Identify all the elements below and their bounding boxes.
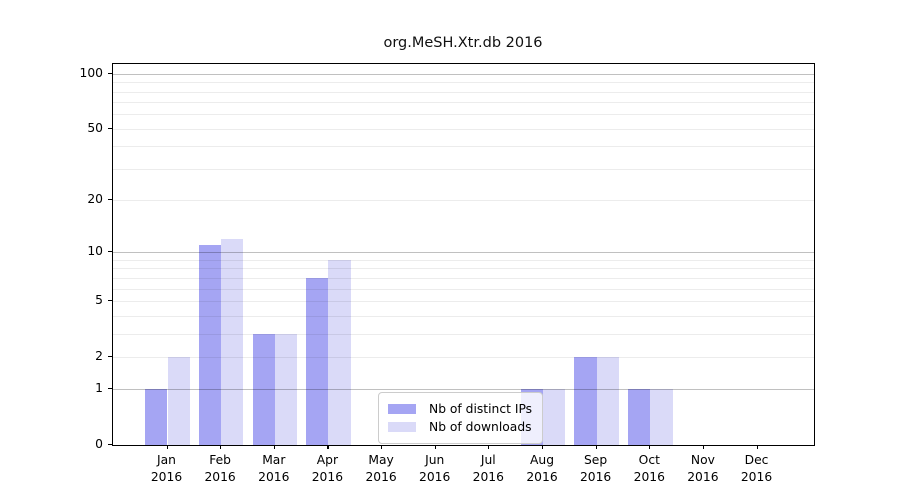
y-tick-label: 0: [95, 437, 103, 451]
year-label: 2016: [365, 469, 397, 484]
y-tick-label: 10: [87, 244, 103, 259]
month-label: May: [368, 453, 394, 467]
year-label: 2016: [204, 469, 236, 484]
y-tick-label: 1: [95, 381, 103, 396]
y-tickmark: [108, 355, 112, 357]
y-tick-label: 2: [95, 348, 103, 363]
x-tickmark: [327, 445, 329, 449]
bar-distinct-ips: [574, 356, 597, 445]
x-tick-label: Dec 2016: [729, 452, 785, 485]
bar-distinct-ips: [628, 389, 651, 445]
year-label: 2016: [150, 469, 183, 484]
legend-label: Nb of downloads: [429, 420, 532, 434]
x-tickmark: [649, 445, 651, 449]
y-tick-label: 50: [87, 120, 103, 135]
x-tick-label: Jan 2016: [139, 452, 195, 485]
bars-layer: [113, 64, 814, 445]
month-label: Dec: [744, 453, 769, 467]
x-tick-label: Sep 2016: [568, 452, 624, 485]
x-tick-label: Nov 2016: [675, 452, 731, 485]
legend-swatch-downloads: [388, 422, 416, 432]
year-label: 2016: [419, 469, 451, 484]
x-tick-label: Jul 2016: [460, 452, 516, 485]
x-tick-label: Jun 2016: [407, 452, 463, 485]
bar-downloads: [543, 389, 566, 445]
year-label: 2016: [526, 469, 558, 484]
y-tickmark: [108, 72, 112, 74]
x-tickmark: [434, 445, 436, 449]
y-tickmark: [108, 388, 112, 390]
month-label: Oct: [638, 453, 660, 467]
y-tick-label: 100: [79, 65, 103, 80]
year-label: 2016: [472, 469, 504, 484]
y-tickmark: [108, 251, 112, 253]
bar-downloads: [274, 333, 298, 445]
legend-swatch-distinct-ips: [388, 404, 416, 414]
bar-distinct-ips: [198, 245, 222, 445]
bar-downloads: [328, 259, 351, 445]
x-tickmark: [702, 445, 705, 449]
legend-item: Nb of distinct IPs: [388, 401, 532, 417]
legend-item: Nb of downloads: [388, 419, 532, 435]
chart-title: org.MeSH.Xtr.db 2016: [383, 35, 543, 51]
bar-distinct-ips: [306, 277, 329, 445]
bar-downloads: [167, 356, 190, 445]
x-tickmark: [756, 445, 758, 449]
month-label: Jan: [157, 453, 176, 467]
bar-distinct-ips: [252, 333, 275, 445]
x-tick-label: Aug 2016: [514, 452, 570, 485]
month-label: Jul: [480, 453, 496, 467]
month-label: Apr: [316, 453, 339, 467]
year-label: 2016: [579, 469, 612, 484]
year-label: 2016: [633, 469, 665, 484]
x-tickmark: [595, 445, 597, 449]
x-tickmark: [488, 445, 490, 449]
year-label: 2016: [687, 469, 719, 484]
x-tick-label: Oct 2016: [621, 452, 677, 485]
bar-downloads: [221, 238, 244, 445]
year-label: 2016: [258, 469, 290, 484]
x-tick-label: Feb 2016: [192, 452, 248, 485]
x-tickmark: [220, 445, 222, 449]
legend-label: Nb of distinct IPs: [429, 402, 533, 416]
month-label: Sep: [584, 453, 608, 467]
plot-area: Nb of distinct IPs Nb of downloads: [112, 63, 815, 446]
legend: Nb of distinct IPs Nb of downloads: [378, 392, 544, 444]
month-label: Feb: [209, 453, 231, 467]
x-tickmark: [273, 445, 275, 449]
x-tickmark: [381, 445, 383, 449]
month-label: Jun: [425, 453, 445, 467]
x-tickmark: [166, 445, 168, 449]
year-label: 2016: [740, 469, 773, 484]
bar-distinct-ips: [145, 389, 168, 445]
month-label: Mar: [262, 453, 286, 467]
x-tick-label: May 2016: [353, 452, 409, 485]
x-tickmark: [542, 445, 544, 449]
month-label: Aug: [529, 453, 554, 467]
month-label: Nov: [690, 453, 715, 467]
y-tickmark: [108, 199, 112, 201]
y-tick-label: 5: [95, 292, 103, 307]
x-tick-label: Apr 2016: [299, 452, 355, 485]
y-tick-label: 20: [87, 192, 103, 207]
bar-downloads: [650, 389, 673, 445]
y-tickmark: [108, 299, 112, 302]
y-tickmark: [108, 127, 112, 129]
year-label: 2016: [311, 469, 344, 484]
x-tick-label: Mar 2016: [246, 452, 302, 485]
y-tickmark: [108, 444, 112, 446]
bar-downloads: [596, 356, 619, 445]
